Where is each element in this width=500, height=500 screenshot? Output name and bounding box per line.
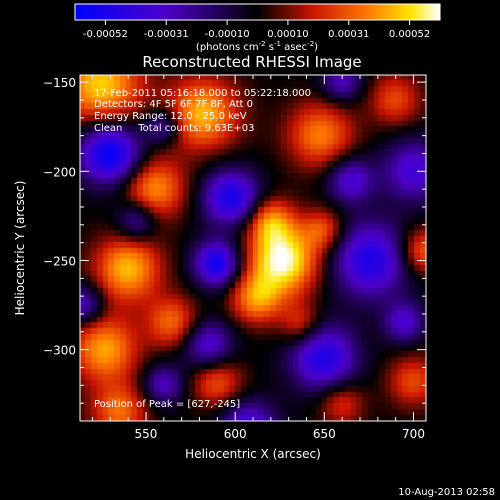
y-axis-label: Heliocentric Y (arcsec) [13, 181, 27, 316]
observation-info: 17-Feb-2011 05:16:18.000 to 05:22:18.000… [94, 88, 311, 134]
colorbar-tick-label: 0.00052 [389, 29, 430, 40]
colorbar-tick-label: -0.00031 [144, 29, 189, 40]
y-tick-label: −200 [43, 165, 76, 179]
colorbar-tick-label: -0.00052 [83, 29, 128, 40]
colorbar-tick-label: 0.00031 [328, 29, 369, 40]
info-energy-range: Energy Range: 12.0 - 25.0 keV [94, 111, 247, 122]
x-tick-label: 550 [135, 427, 158, 441]
colorbar-ticks: -0.00052 -0.00031 -0.00010 0.00010 0.00031 0.… [83, 20, 430, 40]
chart-title: Reconstructed RHESSI Image [142, 53, 361, 71]
colorbar: -0.00052 -0.00031 -0.00010 0.00010 0.00031 0.… [74, 3, 441, 53]
peak-position-label: Position of Peak = [627,-245] [94, 399, 240, 410]
info-clean-counts: Clean Total counts: 9.63E+03 [94, 123, 254, 134]
x-tick-label: 700 [402, 427, 425, 441]
x-tick-label: 600 [224, 427, 247, 441]
x-axis-label: Heliocentric X (arcsec) [185, 447, 321, 461]
info-time-range: 17-Feb-2011 05:16:18.000 to 05:22:18.000 [94, 88, 311, 99]
heatmap-image [80, 75, 426, 421]
colorbar-label: (photons cm-2 s-1 asec-2) [196, 40, 318, 53]
x-tick-label: 650 [313, 427, 336, 441]
axes: 550 600 650 700 −150 −200 −250 −300 [43, 75, 426, 441]
footer-timestamp: 10-Aug-2013 02:58 [398, 487, 495, 498]
info-detectors: Detectors: 4F 5F 6F 7F 8F, Att 0 [94, 99, 253, 110]
y-tick-label: −300 [43, 344, 76, 358]
colorbar-tick-label: -0.00010 [205, 29, 250, 40]
y-tick-label: −250 [43, 254, 76, 268]
colorbar-gradient [74, 3, 441, 21]
y-tick-label: −150 [43, 76, 76, 90]
colorbar-tick-label: 0.00010 [267, 29, 308, 40]
